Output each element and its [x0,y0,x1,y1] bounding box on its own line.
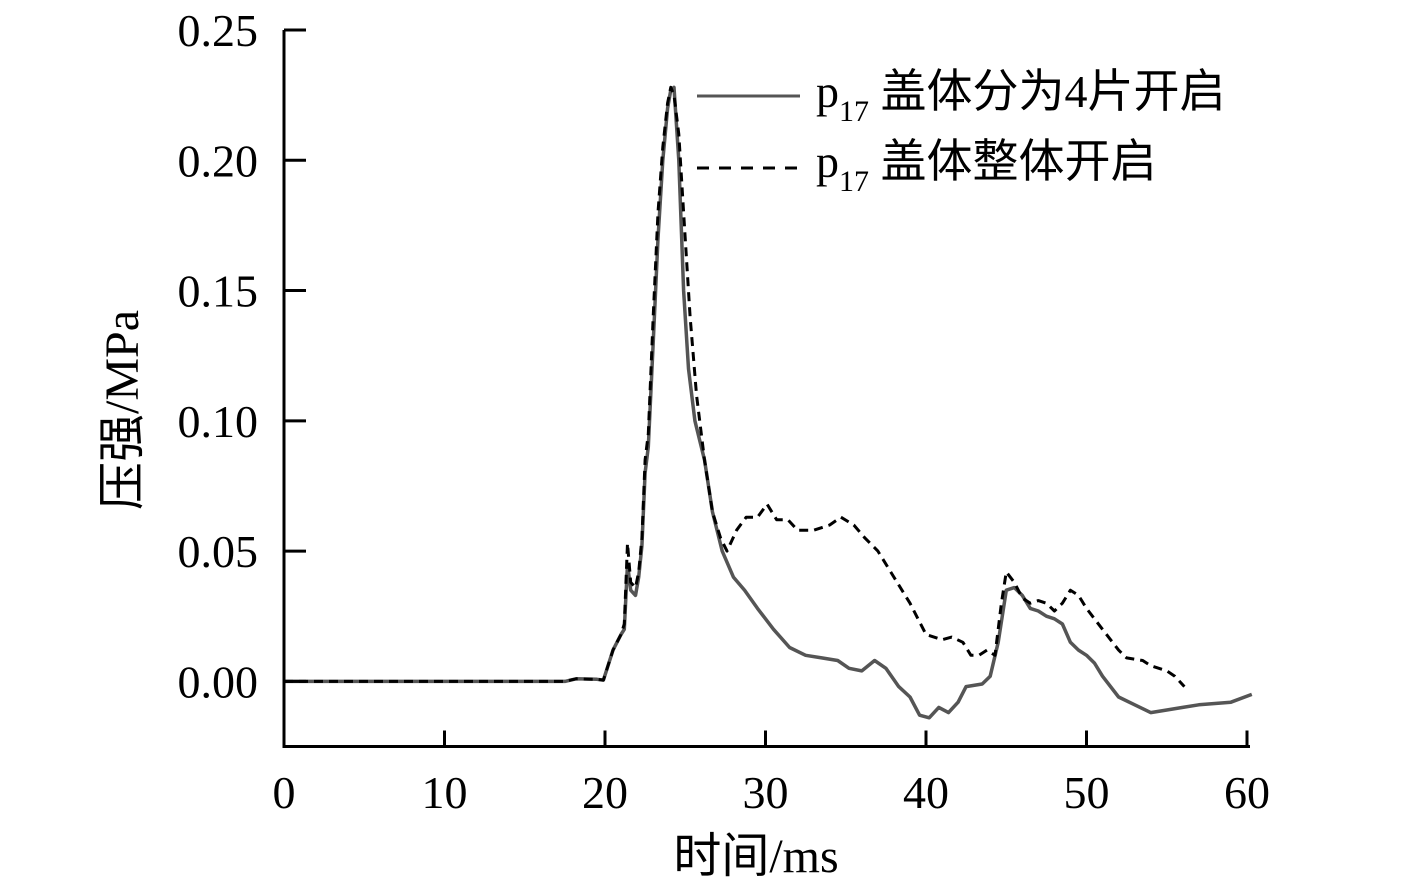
plot-lines [284,85,1253,720]
y-axis-title: 压强/MPa [96,310,149,510]
x-tick-label: 10 [422,767,468,818]
legend-label-main: p [816,136,839,187]
y-tick-label: 0.05 [178,526,259,577]
y-tick-label: 0.20 [178,135,259,186]
x-tick-label: 40 [903,767,949,818]
legend-label-text: 盖体整体开启 [869,136,1157,187]
x-tick-label: 50 [1064,767,1110,818]
x-tick-label: 60 [1224,767,1270,818]
legend: p17 盖体分为4片开启 p17 盖体整体开启 [697,66,1226,198]
y-tick-label: 0.25 [178,5,259,56]
legend-label-text: 盖体分为4片开启 [869,66,1226,117]
y-tick-label: 0.15 [178,266,259,317]
x-axis-title: 时间/ms [673,830,838,881]
series-line-1 [284,85,1253,720]
x-tick-label: 0 [273,767,296,818]
x-ticks: 0 10 20 30 40 50 60 [273,730,1270,818]
x-tick-label: 30 [743,767,789,818]
y-ticks: 0.00 0.05 0.10 0.15 0.20 0.25 [178,5,306,707]
legend-label-subscript: 17 [839,95,869,128]
series-line-2 [284,85,1186,688]
y-tick-label: 0.10 [178,396,259,447]
x-tick-label: 20 [582,767,628,818]
y-tick-label: 0.00 [178,656,259,707]
legend-label-main: p [816,66,839,117]
legend-label-series-2: p17 盖体整体开启 [816,136,1157,198]
legend-label-series-1: p17 盖体分为4片开启 [816,66,1226,128]
legend-label-subscript: 17 [839,165,869,198]
